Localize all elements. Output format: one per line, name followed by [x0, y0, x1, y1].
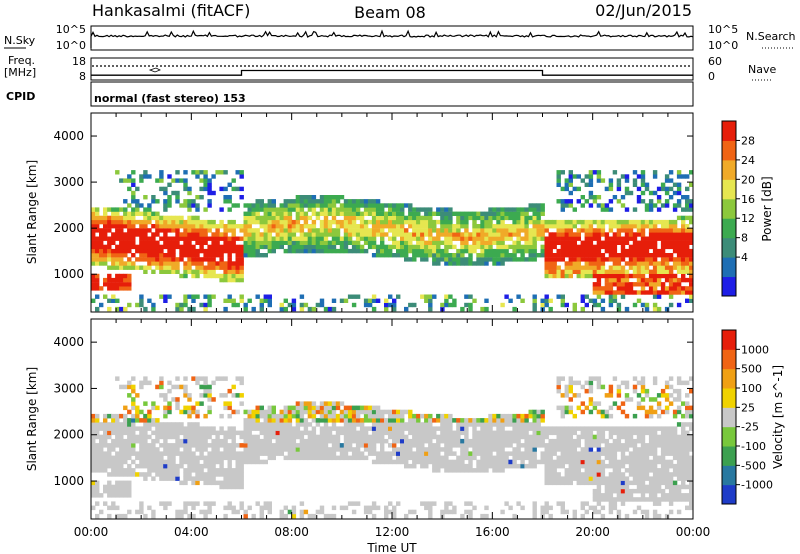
time-tick-3: 12:00: [375, 525, 410, 539]
nave-tick-bottom: 0: [708, 70, 715, 83]
power-colorbar-tick-1: 24: [741, 154, 755, 167]
beam-title: Beam 08: [354, 3, 426, 22]
power-colorbar-tick-4: 12: [741, 212, 755, 225]
nsky-tick-top: 10^5: [56, 23, 86, 36]
nsearch-tick-top: 10^5: [708, 23, 738, 36]
freq-series-line: [91, 69, 693, 76]
power-ytick-1: 2000: [53, 221, 84, 235]
date-title: 02/Jun/2015: [595, 1, 692, 20]
velocity-colorbar-swatch: [722, 349, 736, 370]
time-tick-1: 04:00: [174, 525, 209, 539]
velocity-colorbar-tick-5: -100: [741, 440, 766, 453]
power-ylabel: Slant Range [km]: [25, 160, 39, 264]
nsky-tick-bottom: 10^0: [56, 39, 86, 52]
power-ytick-3: 4000: [53, 129, 84, 143]
time-tick-6: 00:00: [676, 525, 711, 539]
time-tick-4: 16:00: [475, 525, 510, 539]
velocity-colorbar-swatch: [722, 388, 736, 408]
velocity-heatmap: [91, 376, 694, 519]
time-axis-label: Time UT: [366, 541, 417, 554]
nave-label: Nave: [748, 63, 776, 76]
velocity-colorbar-tick-6: -500: [741, 459, 766, 472]
velocity-colorbar-tick-0: 1000: [741, 343, 769, 356]
velocity-colorbar: 1000 500 100 25 -25 -100 -500 -1000 Velocity [m…: [721, 329, 785, 505]
nsearch-tick-bottom: 10^0: [708, 39, 738, 52]
velocity-panel: 1000 2000 3000 4000 Slant Range [km]: [25, 318, 694, 520]
velocity-colorbar-tick-7: -1000: [741, 479, 773, 492]
freq-label: Freq.: [8, 54, 35, 67]
velocity-colorbar-swatch: [722, 330, 736, 350]
nsearch-label: N.Search: [746, 30, 796, 43]
velocity-colorbar-tick-2: 100: [741, 382, 762, 395]
power-colorbar-tick-3: 16: [741, 193, 755, 206]
power-colorbar-tick-5: 8: [741, 232, 748, 245]
velocity-colorbar-swatch: [722, 446, 736, 466]
cpid-panel: CPID normal (fast stereo) 153: [6, 81, 694, 107]
power-colorbar-swatch: [722, 179, 736, 200]
power-colorbar-tick-2: 20: [741, 173, 755, 186]
power-colorbar-label: Power [dB]: [760, 176, 774, 241]
power-colorbar-swatch: [722, 198, 736, 219]
velocity-colorbar-tick-3: 25: [741, 401, 755, 414]
power-heatmap: [91, 170, 694, 312]
velocity-colorbar-swatch: [722, 484, 736, 505]
time-tick-0: 00:00: [74, 525, 109, 539]
power-colorbar: 28 24 20 16 12 8 4 Power [dB]: [721, 120, 774, 297]
velocity-colorbar-swatch: [722, 426, 736, 447]
freq-panel: Freq. [MHz] 18 8 60 0 Nave: [4, 54, 776, 83]
power-panel: 1000 2000 3000 4000 Slant Range [km]: [25, 112, 694, 313]
velocity-colorbar-swatch: [722, 407, 736, 428]
velocity-colorbar-swatch: [722, 465, 736, 486]
velocity-ytick-1: 2000: [53, 428, 84, 442]
power-ytick-0: 1000: [53, 267, 84, 281]
velocity-ytick-2: 3000: [53, 381, 84, 395]
freq-unit-label: [MHz]: [4, 66, 36, 79]
freq-tick-bottom: 8: [79, 70, 86, 83]
power-colorbar-swatch: [722, 159, 736, 180]
nave-tick-top: 60: [708, 55, 722, 68]
nsky-series-line: [90, 29, 694, 48]
power-colorbar-swatch: [722, 237, 736, 258]
velocity-ytick-3: 4000: [53, 335, 84, 349]
velocity-colorbar-label: Velocity [m s^-1]: [771, 365, 785, 469]
freq-blip-mark: [148, 67, 161, 73]
time-tick-2: 08:00: [274, 525, 309, 539]
velocity-colorbar-tick-4: -25: [741, 421, 759, 434]
time-tick-5: 20:00: [575, 525, 610, 539]
power-colorbar-swatch: [722, 276, 736, 297]
cpid-text: normal (fast stereo) 153: [94, 92, 246, 105]
power-colorbar-swatch: [722, 218, 736, 239]
freq-tick-top: 18: [72, 55, 86, 68]
power-ytick-2: 3000: [53, 175, 84, 189]
nsky-panel: N.Sky 10^5 10^0 10^5 10^0 N.Search: [4, 23, 796, 52]
power-colorbar-tick-6: 4: [741, 251, 748, 264]
nsky-label: N.Sky: [4, 34, 36, 47]
cpid-label: CPID: [6, 90, 35, 103]
power-colorbar-swatch: [722, 140, 736, 161]
power-colorbar-swatch: [722, 121, 736, 141]
velocity-ylabel: Slant Range [km]: [25, 367, 39, 471]
power-colorbar-tick-0: 28: [741, 134, 755, 147]
velocity-colorbar-swatch: [722, 368, 736, 389]
power-colorbar-swatch: [722, 257, 736, 278]
velocity-ytick-0: 1000: [53, 474, 84, 488]
station-title: Hankasalmi (fitACF): [92, 1, 250, 20]
velocity-colorbar-tick-1: 500: [741, 363, 762, 376]
